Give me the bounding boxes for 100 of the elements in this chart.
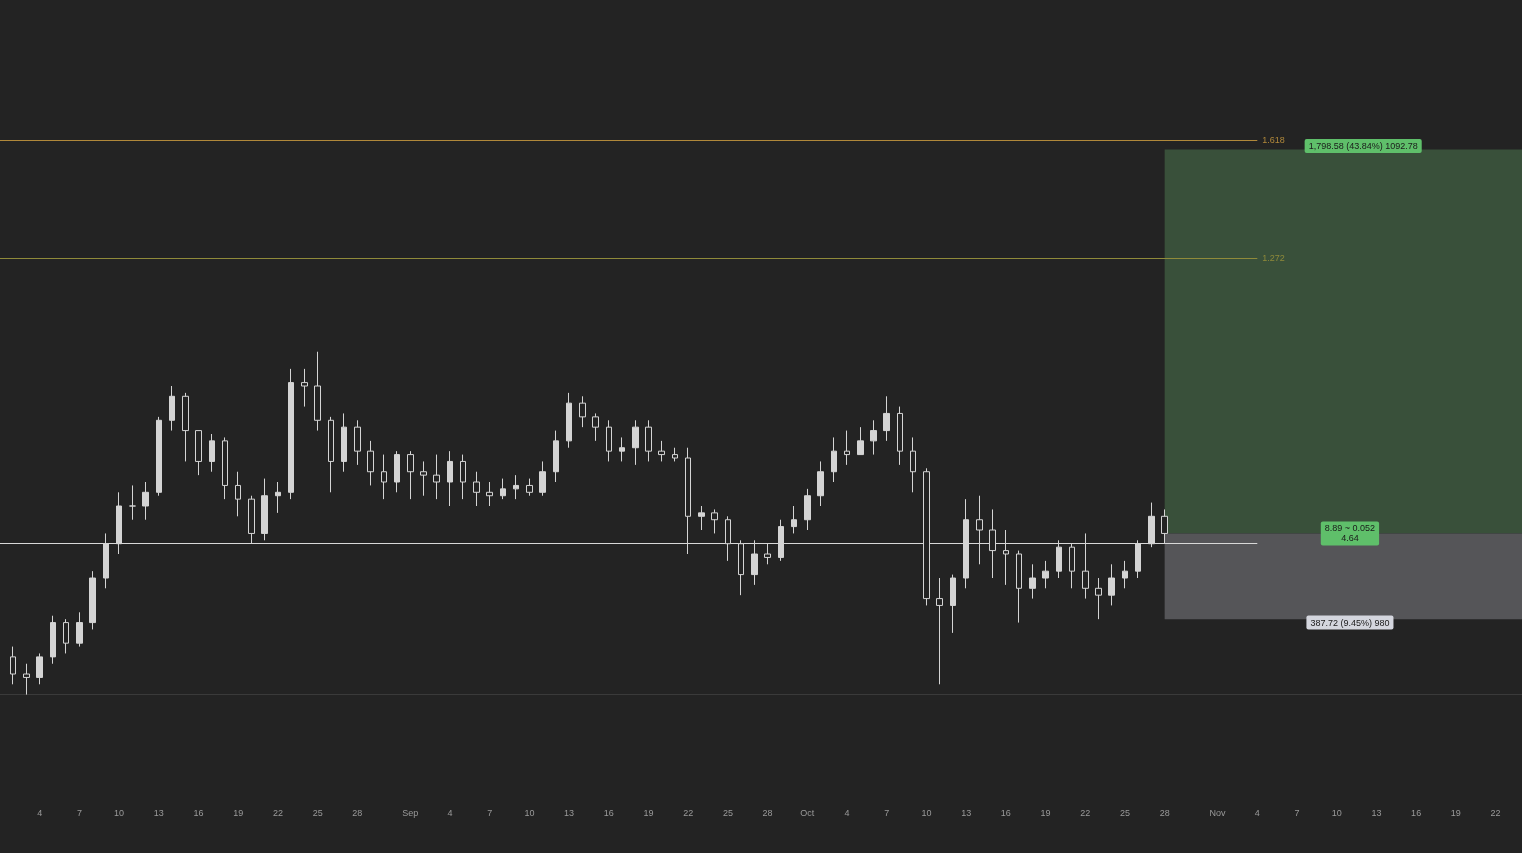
candlestick [936,577,943,685]
x-tick-label: 10 [524,807,535,818]
candlestick [182,392,189,462]
candlestick [619,436,625,462]
candlestick [63,618,69,654]
x-tick-label: 4 [844,807,850,818]
x-tick-label: 7 [884,807,890,818]
candlestick [857,426,864,456]
candlestick [129,484,136,521]
x-tick-label: 4 [37,807,43,818]
candlestick [354,419,361,466]
x-tick-label: 7 [76,807,82,818]
candlestick [539,460,546,497]
candlestick [897,406,903,466]
candlestick [1016,550,1022,624]
candlestick [486,481,493,507]
candlestick [156,416,162,497]
x-tick-label: 16 [1411,807,1422,818]
candlestick [89,570,96,630]
candlestick [645,419,652,462]
candlestick [817,460,824,507]
candlestick [1095,577,1102,620]
candlestick [195,430,202,476]
candlestick [513,474,519,500]
x-tick-label: 19 [643,807,654,818]
candlestick [433,454,440,500]
annotation: 1,798.58 (43.84%) 1092.78 [1308,141,1418,151]
candlestick [1042,560,1049,589]
candlestick [314,351,321,432]
candlestick [632,419,639,466]
candlestick [275,481,281,514]
candlestick [698,505,705,531]
x-tick-label: 28 [762,807,773,818]
candlestick [341,412,347,473]
x-tick-label: 10 [114,807,125,818]
x-tick-label: 10 [1331,807,1342,818]
x-tick-label: 4 [1254,807,1260,818]
candlestick [883,395,890,442]
x-tick-label: 19 [1040,807,1051,818]
candlestick [566,392,572,449]
x-tick-label: Nov [1209,807,1227,818]
candlestick [288,368,294,500]
annotation: 8.89 ~ 0.052 4.64 [1324,523,1376,544]
x-tick-label: 13 [564,807,575,818]
candlestick [1108,563,1115,606]
candlestick [711,508,718,534]
candlestick [142,481,149,521]
x-tick-label: 19 [233,807,244,818]
candlestick [460,454,466,500]
candlestick [672,447,678,462]
candlestick [553,430,559,483]
candlestick [301,368,308,408]
x-tick-label: 25 [1119,807,1130,818]
candlestick [1122,560,1128,589]
x-tick-label: 13 [1371,807,1382,818]
x-tick-label: 7 [487,807,493,818]
candlestick [328,416,334,493]
candlestick [261,478,268,541]
candlestick [367,440,374,486]
candlestick [222,436,228,500]
ref-line-label: 1.618 [1262,134,1285,145]
candlestick [10,646,16,685]
candlestick [844,430,850,466]
candlestick [831,436,837,483]
x-tick-label: 19 [1450,807,1461,818]
candlestick [394,450,400,493]
x-tick-label: 22 [272,807,283,818]
x-tick-label: Sep [402,807,419,818]
x-tick-label: 22 [683,807,694,818]
candlestick [870,419,877,456]
x-tick-label: Oct [800,807,815,818]
x-tick-label: 16 [1000,807,1011,818]
candlestick [500,478,506,500]
candlestick [526,478,533,497]
ref-line-label: 1.272 [1262,253,1285,264]
x-tick-label: 25 [722,807,733,818]
candlestick [50,615,56,665]
x-tick-label: 7 [1294,807,1300,818]
candlestick [592,412,599,442]
candlestick [910,436,916,493]
x-tick-label: 28 [1159,807,1170,818]
x-tick-label: 25 [312,807,323,818]
x-tick-label: 22 [1080,807,1091,818]
candlestick [76,611,83,648]
candlestick [23,663,30,696]
candlestick [407,450,414,500]
candlestick [381,454,387,500]
candlestick [606,419,612,462]
candlestick [447,450,453,507]
candlestick [791,505,797,534]
x-tick-label: 13 [961,807,972,818]
candlestick [36,652,43,685]
candlestick [473,471,480,507]
x-tick-label: 22 [1490,807,1501,818]
candlestick [420,460,427,497]
candlestick [804,488,811,531]
x-tick-label: 16 [603,807,614,818]
candlestick [658,440,665,462]
candlestick [579,395,586,428]
x-tick-label: 4 [447,807,453,818]
